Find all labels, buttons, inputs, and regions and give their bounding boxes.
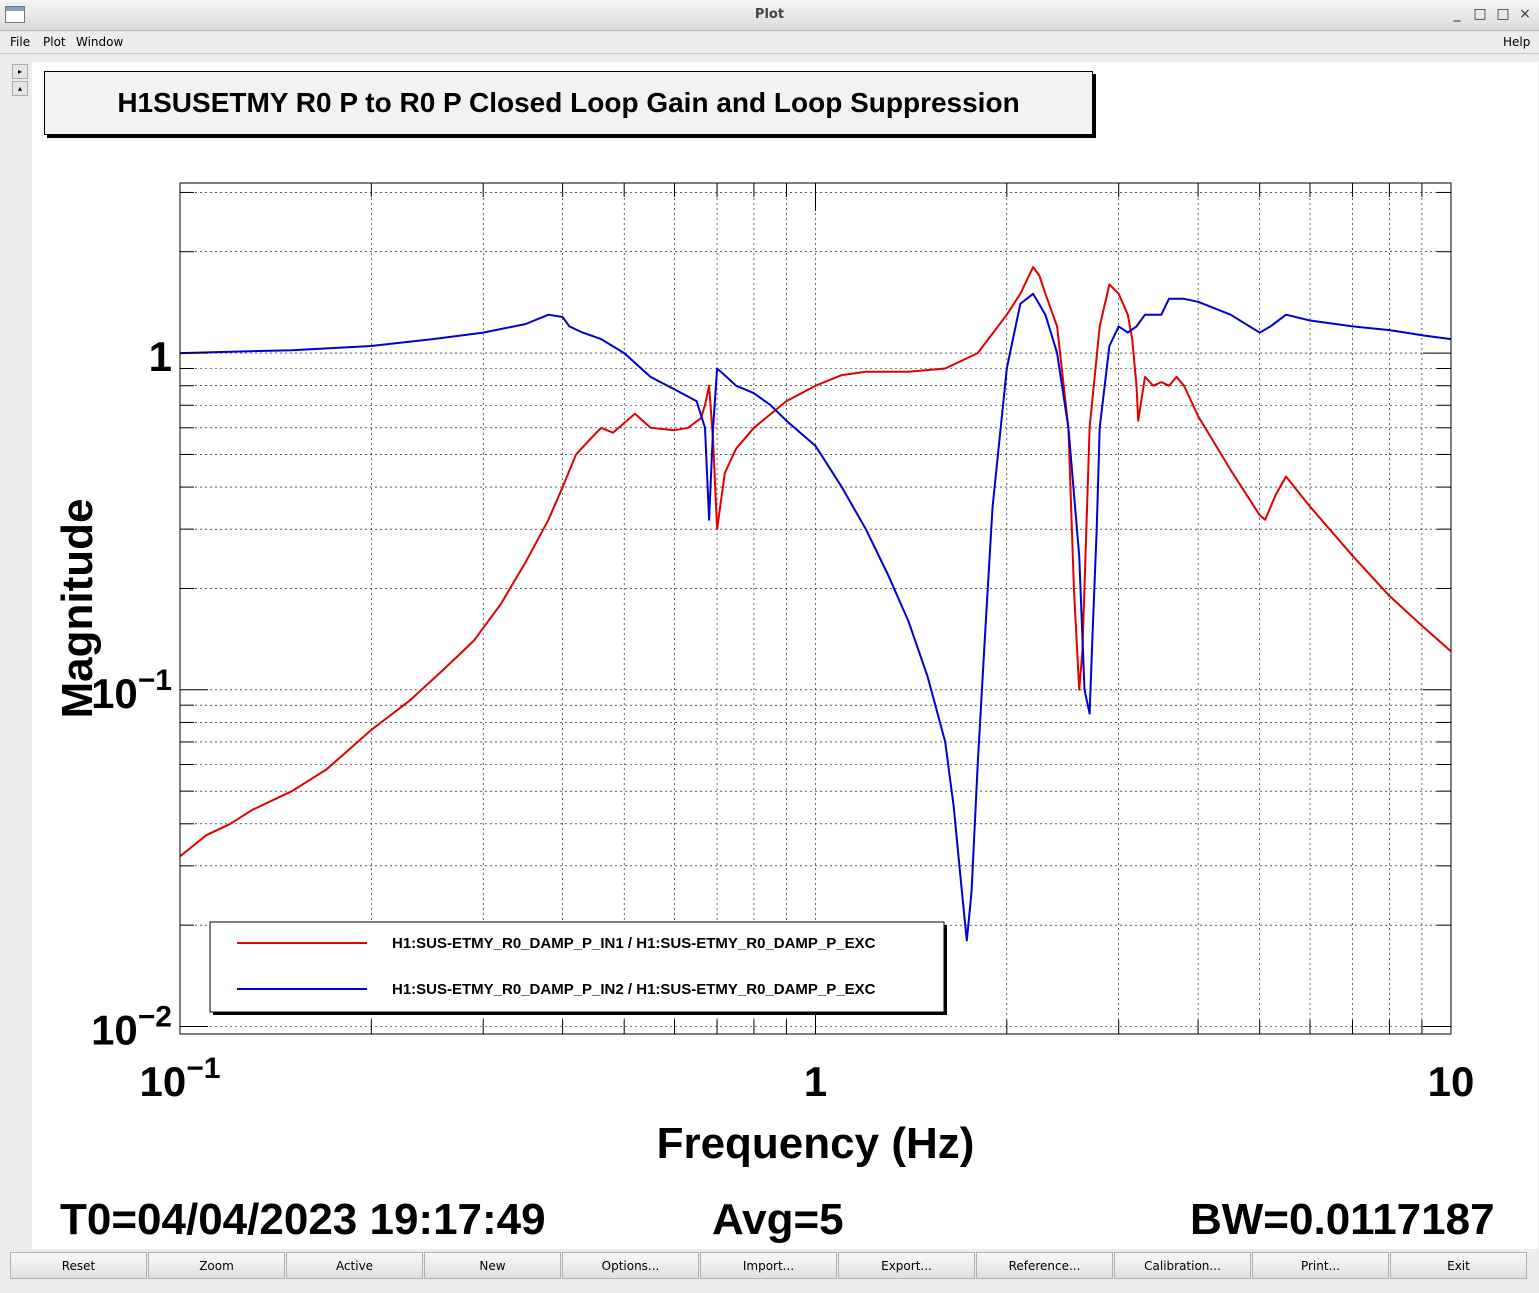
x-tick-label-base: 10 [140, 1058, 187, 1105]
reset-button[interactable]: Reset [10, 1252, 147, 1279]
export-button[interactable]: Export... [838, 1252, 975, 1279]
menu-bar: File Plot Window Help [0, 31, 1539, 54]
y-tick-label: 10−1 [91, 664, 172, 717]
x-tick-label: 1 [804, 1058, 827, 1105]
bw-readout: BW=0.0117187 [1190, 1195, 1495, 1244]
x-axis-label: Frequency (Hz) [657, 1119, 975, 1168]
print-button[interactable]: Print... [1252, 1252, 1389, 1279]
calibration-button[interactable]: Calibration... [1114, 1252, 1251, 1279]
legend: H1:SUS-ETMY_R0_DAMP_P_IN1 / H1:SUS-ETMY_… [209, 921, 947, 1015]
exit-button[interactable]: Exit [1390, 1252, 1527, 1279]
y-tick-label: 1 [149, 333, 172, 380]
menu-plot[interactable]: Plot [43, 35, 66, 49]
minimize-icon[interactable]: _ [1453, 6, 1461, 22]
menu-help[interactable]: Help [1503, 35, 1531, 49]
y-tick-label-base: 10 [91, 1006, 138, 1053]
chart-series [179, 266, 1452, 942]
panel-collapse-icon[interactable]: ▴ [12, 81, 28, 96]
legend-label-1: H1:SUS-ETMY_R0_DAMP_P_IN1 / H1:SUS-ETMY_… [392, 935, 876, 952]
plot-canvas [32, 62, 1538, 1249]
reference-button[interactable]: Reference... [976, 1252, 1113, 1279]
menu-file[interactable]: File [10, 35, 31, 49]
x-tick-label: 10−1 [140, 1052, 221, 1105]
x-tick-label-exp: −1 [186, 1052, 220, 1085]
y-tick-label: 10−2 [91, 1000, 172, 1053]
app-icon [5, 6, 25, 23]
series-line-2 [179, 292, 1452, 942]
chart-grid [180, 183, 1451, 1034]
panel-expand-icon[interactable]: ▸ [12, 64, 28, 79]
zoom-button[interactable]: Zoom [148, 1252, 285, 1279]
y-tick-label-exp: −1 [138, 664, 172, 697]
y-axis-label: Magnitude [53, 499, 102, 719]
legend-box [209, 921, 945, 1013]
window-title: Plot [754, 7, 785, 22]
x-tick-label-base: 1 [804, 1058, 827, 1105]
t0-readout: T0=04/04/2023 19:17:49 [60, 1195, 546, 1244]
options-button[interactable]: Options... [562, 1252, 699, 1279]
restore-icon[interactable]: □ [1496, 6, 1510, 22]
menu-window[interactable]: Window [76, 35, 124, 49]
y-tick-label-base: 1 [149, 333, 172, 380]
x-axis-ticks: 10−1 1 10 [140, 183, 1475, 1105]
active-button[interactable]: Active [286, 1252, 423, 1279]
close-icon[interactable]: × [1519, 6, 1531, 22]
import-button[interactable]: Import... [700, 1252, 837, 1279]
y-tick-label-exp: −2 [138, 1000, 172, 1033]
x-tick-label: 10 [1428, 1058, 1475, 1105]
avg-readout: Avg=5 [712, 1195, 844, 1244]
window-titlebar: Plot _ □ □ × [0, 0, 1539, 31]
x-tick-label-base: 10 [1428, 1058, 1475, 1105]
maximize-icon[interactable]: □ [1473, 6, 1487, 22]
new-button[interactable]: New [424, 1252, 561, 1279]
legend-label-2: H1:SUS-ETMY_R0_DAMP_P_IN2 / H1:SUS-ETMY_… [392, 981, 876, 998]
y-tick-label-base: 10 [91, 670, 138, 717]
series-line-1 [179, 266, 1452, 858]
chart-title: H1SUSETMY R0 P to R0 P Closed Loop Gain … [44, 71, 1093, 135]
button-bar: Reset Zoom Active New Options... Import.… [0, 1252, 1539, 1280]
y-axis-ticks: 10−210−11 [91, 191, 1451, 1053]
